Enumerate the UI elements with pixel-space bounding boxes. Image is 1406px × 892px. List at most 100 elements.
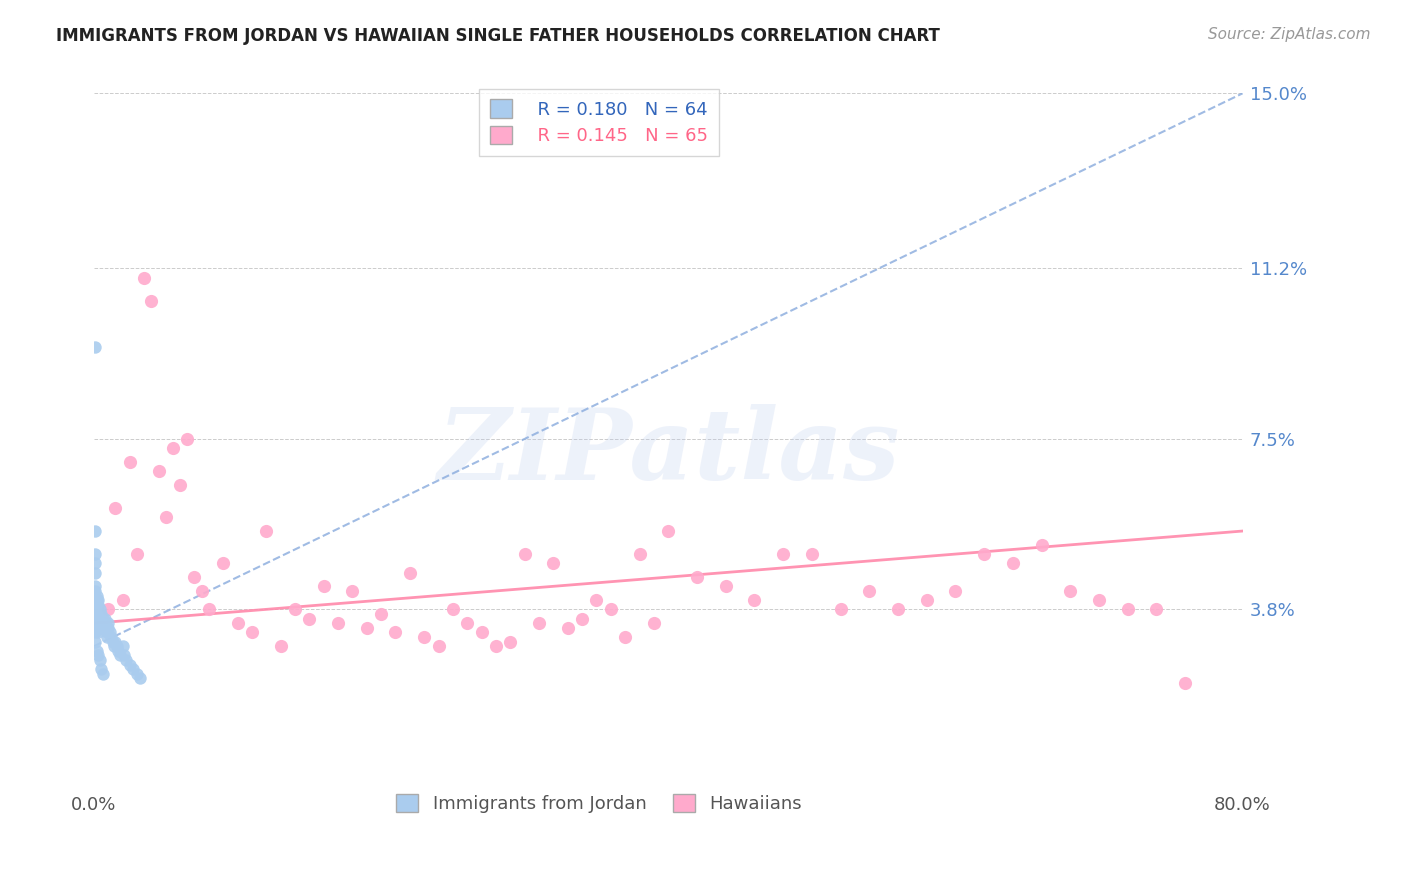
- Point: [125, 666, 148, 681]
- Text: Source: ZipAtlas.com: Source: ZipAtlas.com: [1208, 27, 1371, 42]
- Point: [240, 625, 263, 640]
- Point: [1031, 538, 1053, 552]
- Point: [973, 547, 995, 561]
- Point: [148, 464, 170, 478]
- Point: [87, 607, 110, 621]
- Point: [90, 611, 112, 625]
- Point: [100, 630, 122, 644]
- Point: [513, 547, 536, 561]
- Point: [1116, 602, 1139, 616]
- Point: [342, 583, 364, 598]
- Point: [89, 653, 111, 667]
- Point: [1001, 556, 1024, 570]
- Point: [87, 621, 110, 635]
- Point: [356, 621, 378, 635]
- Point: [599, 602, 621, 616]
- Point: [84, 566, 107, 580]
- Point: [155, 510, 177, 524]
- Point: [84, 547, 107, 561]
- Point: [104, 501, 127, 516]
- Point: [104, 634, 127, 648]
- Point: [887, 602, 910, 616]
- Point: [98, 625, 121, 640]
- Point: [858, 583, 880, 598]
- Point: [94, 616, 117, 631]
- Point: [830, 602, 852, 616]
- Point: [141, 293, 163, 308]
- Point: [398, 566, 420, 580]
- Point: [86, 593, 108, 607]
- Point: [284, 602, 307, 616]
- Point: [176, 432, 198, 446]
- Legend: Immigrants from Jordan, Hawaiians: Immigrants from Jordan, Hawaiians: [385, 783, 813, 824]
- Point: [485, 639, 508, 653]
- Point: [114, 653, 136, 667]
- Point: [101, 634, 124, 648]
- Point: [190, 583, 212, 598]
- Point: [800, 547, 823, 561]
- Point: [441, 602, 464, 616]
- Point: [93, 621, 115, 635]
- Text: ZIPatlas: ZIPatlas: [437, 404, 900, 501]
- Point: [112, 648, 135, 663]
- Point: [121, 662, 143, 676]
- Point: [90, 662, 112, 676]
- Point: [1144, 602, 1167, 616]
- Point: [571, 611, 593, 625]
- Point: [105, 639, 128, 653]
- Point: [87, 625, 110, 640]
- Point: [84, 524, 107, 538]
- Point: [499, 634, 522, 648]
- Point: [128, 672, 150, 686]
- Point: [543, 556, 565, 570]
- Point: [585, 593, 607, 607]
- Point: [643, 616, 665, 631]
- Point: [162, 441, 184, 455]
- Point: [86, 607, 108, 621]
- Point: [84, 593, 107, 607]
- Point: [93, 616, 115, 631]
- Point: [84, 625, 107, 640]
- Point: [118, 657, 141, 672]
- Point: [87, 593, 110, 607]
- Point: [84, 556, 107, 570]
- Point: [86, 621, 108, 635]
- Point: [89, 616, 111, 631]
- Y-axis label: Single Father Households: Single Father Households: [0, 334, 8, 544]
- Point: [96, 621, 118, 635]
- Point: [87, 611, 110, 625]
- Point: [84, 602, 107, 616]
- Point: [111, 639, 134, 653]
- Point: [915, 593, 938, 607]
- Point: [471, 625, 494, 640]
- Point: [103, 639, 125, 653]
- Point: [84, 583, 107, 598]
- Point: [657, 524, 679, 538]
- Point: [97, 621, 120, 635]
- Point: [326, 616, 349, 631]
- Point: [456, 616, 478, 631]
- Point: [254, 524, 277, 538]
- Point: [298, 611, 321, 625]
- Point: [714, 579, 737, 593]
- Point: [226, 616, 249, 631]
- Point: [90, 621, 112, 635]
- Point: [91, 666, 114, 681]
- Point: [86, 616, 108, 631]
- Point: [90, 607, 112, 621]
- Point: [125, 547, 148, 561]
- Point: [107, 644, 129, 658]
- Point: [270, 639, 292, 653]
- Point: [89, 602, 111, 616]
- Point: [312, 579, 335, 593]
- Point: [86, 589, 108, 603]
- Point: [134, 270, 156, 285]
- Point: [744, 593, 766, 607]
- Point: [96, 625, 118, 640]
- Point: [97, 616, 120, 631]
- Point: [686, 570, 709, 584]
- Point: [169, 478, 191, 492]
- Point: [413, 630, 436, 644]
- Point: [84, 579, 107, 593]
- Point: [84, 340, 107, 354]
